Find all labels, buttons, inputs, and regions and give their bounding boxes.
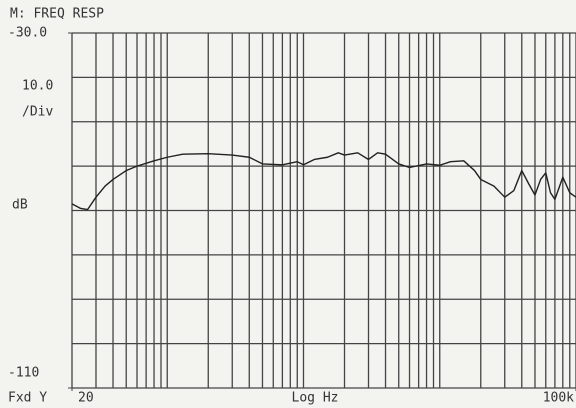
annotation: Fxd Y [8, 391, 47, 406]
y-tick-label: -30.0 [8, 26, 47, 41]
y-axis-label: dB [12, 198, 28, 213]
response-line [71, 152, 576, 211]
x-tick-label: 100k [543, 391, 574, 406]
x-tick-label: 20 [78, 391, 94, 406]
x-axis-label: Log Hz [292, 391, 339, 406]
chart-title: M: FREQ RESP [10, 7, 104, 22]
y-tick-label: -110 [8, 366, 39, 381]
annotation: 10.0 [22, 79, 53, 94]
annotation: /Div [22, 105, 53, 120]
